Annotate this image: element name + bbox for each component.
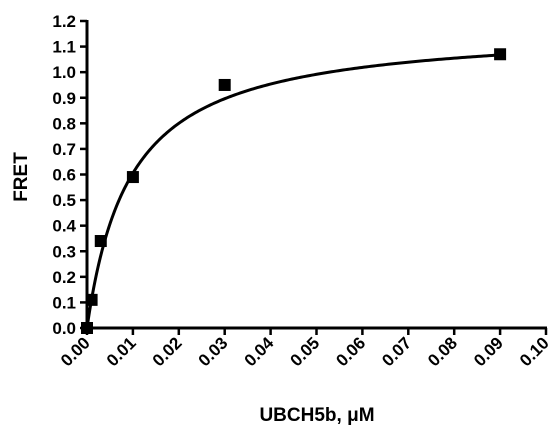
x-tick-label: 0.09 xyxy=(470,333,507,370)
x-tick-label: 0.07 xyxy=(378,333,415,370)
y-tick-label: 1.1 xyxy=(52,38,76,57)
x-axis-title: UBCH5b, μM xyxy=(259,405,374,426)
x-tick-label: 0.04 xyxy=(241,333,278,370)
y-tick-label: 0.0 xyxy=(52,319,76,338)
data-point xyxy=(85,293,98,306)
y-tick-label: 0.9 xyxy=(52,89,76,108)
fit-curve xyxy=(85,53,501,329)
y-tick-label: 1.2 xyxy=(52,12,76,31)
y-tick-label: 0.8 xyxy=(52,114,76,133)
y-tick-label: 1.0 xyxy=(52,63,76,82)
data-point xyxy=(94,235,107,248)
data-point xyxy=(218,78,231,91)
data-point xyxy=(81,322,93,334)
fit-curve-group xyxy=(85,53,501,329)
data-points xyxy=(81,48,507,334)
x-tick-label: 0.06 xyxy=(332,333,369,370)
y-tick-label: 0.4 xyxy=(52,217,76,236)
y-tick-label: 0.1 xyxy=(52,293,76,312)
y-tick-label: 0.3 xyxy=(52,242,76,261)
x-tick-label: 0.00 xyxy=(57,333,94,370)
y-tick-label: 0.7 xyxy=(52,140,76,159)
y-tick-label: 0.6 xyxy=(52,166,76,185)
x-tick-label: 0.10 xyxy=(516,333,553,370)
x-tick-label: 0.03 xyxy=(195,333,232,370)
y-tick-label: 0.2 xyxy=(52,268,76,287)
x-tick-label: 0.08 xyxy=(424,333,461,370)
y-axis: 0.0 0.1 0.2 0.3 0.4 0.5 0.6 0.7 0.8 0.9 1.0 1.1 1.2 xyxy=(52,12,89,338)
x-axis: 0.00 0.01 0.02 0.03 0.04 0.05 0.06 0.07 0.08 0.09… xyxy=(57,326,553,370)
x-tick-label: 0.01 xyxy=(103,333,140,370)
y-tick-label: 0.5 xyxy=(52,191,76,210)
data-point xyxy=(126,171,139,184)
y-axis-title: FRET xyxy=(11,152,32,202)
x-tick-label: 0.05 xyxy=(286,333,323,370)
data-point xyxy=(494,48,507,61)
x-tick-label: 0.02 xyxy=(149,333,186,370)
